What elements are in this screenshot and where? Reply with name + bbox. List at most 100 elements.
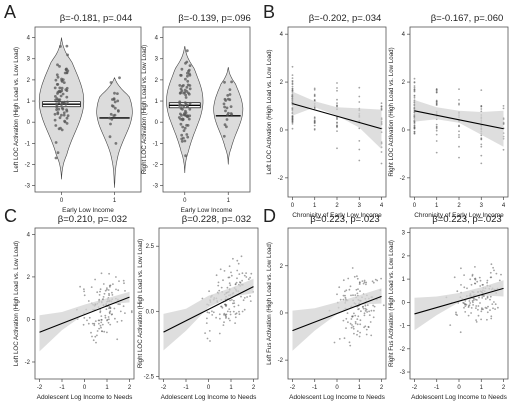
y-axis-label: Left LOC Activation (High Load vs. Low L… bbox=[13, 47, 20, 172]
data-point bbox=[116, 92, 119, 95]
data-point bbox=[178, 101, 182, 105]
data-point bbox=[435, 127, 438, 130]
data-point bbox=[366, 311, 368, 313]
data-point bbox=[374, 278, 377, 281]
data-point bbox=[355, 288, 358, 291]
fit-line bbox=[414, 287, 504, 315]
data-point bbox=[106, 331, 108, 334]
data-point bbox=[345, 289, 348, 292]
data-point bbox=[119, 303, 121, 306]
violin-body bbox=[96, 77, 133, 188]
data-point bbox=[184, 77, 187, 81]
data-point bbox=[66, 53, 69, 57]
data-point bbox=[247, 278, 250, 281]
data-point bbox=[208, 330, 211, 332]
data-point bbox=[114, 142, 118, 145]
data-point bbox=[107, 289, 110, 291]
data-point bbox=[357, 288, 359, 290]
data-point bbox=[113, 100, 117, 104]
data-point bbox=[215, 274, 218, 277]
panel-letter-d: D bbox=[263, 206, 276, 226]
data-point bbox=[111, 313, 113, 315]
data-point bbox=[217, 284, 220, 287]
data-point bbox=[98, 327, 100, 330]
data-point bbox=[468, 304, 471, 306]
x-tick-label: 0 bbox=[291, 203, 295, 209]
data-point bbox=[110, 117, 114, 121]
data-point bbox=[109, 284, 112, 287]
data-point bbox=[94, 320, 97, 322]
data-point bbox=[93, 324, 96, 327]
fit-line bbox=[163, 286, 254, 333]
data-point bbox=[219, 268, 222, 271]
data-point bbox=[222, 324, 225, 326]
data-point bbox=[413, 132, 416, 135]
data-point bbox=[372, 304, 374, 307]
x-axis-label: Adolescent Log Income to Needs bbox=[411, 394, 508, 401]
data-point bbox=[361, 280, 364, 282]
data-point bbox=[373, 309, 375, 312]
data-point bbox=[66, 100, 69, 104]
data-point bbox=[241, 279, 244, 282]
data-point bbox=[58, 116, 62, 120]
data-point bbox=[313, 99, 316, 101]
x-axis-label: Early Low Income bbox=[62, 207, 114, 214]
data-point bbox=[486, 311, 489, 314]
data-point bbox=[177, 116, 181, 119]
data-point bbox=[344, 294, 346, 297]
data-point bbox=[482, 308, 484, 311]
data-point bbox=[96, 330, 99, 332]
data-point bbox=[474, 298, 477, 301]
y-tick-label: -3 bbox=[25, 184, 31, 190]
data-point bbox=[98, 319, 101, 322]
data-point bbox=[348, 288, 351, 291]
x-axis-label: Adolescent Log Income to Needs bbox=[161, 394, 258, 401]
data-point bbox=[464, 311, 467, 313]
data-point bbox=[352, 325, 355, 328]
data-point bbox=[229, 112, 233, 115]
data-point bbox=[245, 272, 248, 274]
data-point bbox=[356, 333, 358, 336]
data-point bbox=[313, 124, 316, 127]
x-tick-label: 4 bbox=[380, 203, 384, 209]
data-point bbox=[336, 102, 338, 104]
data-point bbox=[228, 93, 232, 96]
data-point bbox=[105, 308, 108, 311]
y-axis-label: Left Fus Activation (High Load vs. Low L… bbox=[266, 242, 273, 365]
data-point bbox=[186, 74, 189, 78]
x-tick-label: 3 bbox=[358, 203, 362, 209]
panel-letter-c: C bbox=[4, 206, 17, 226]
data-point bbox=[474, 278, 477, 281]
data-point bbox=[413, 96, 416, 99]
panel-letters: A B C D bbox=[4, 2, 276, 226]
data-point bbox=[60, 80, 64, 83]
data-point bbox=[435, 140, 438, 142]
data-point bbox=[458, 103, 460, 106]
y-tick-label: -2.5 bbox=[144, 374, 155, 380]
data-point bbox=[56, 111, 60, 114]
data-point bbox=[489, 295, 492, 298]
data-point bbox=[111, 294, 114, 296]
data-point bbox=[186, 124, 190, 127]
data-point bbox=[475, 305, 478, 307]
data-point bbox=[480, 134, 483, 137]
data-point bbox=[109, 307, 112, 310]
data-point bbox=[65, 116, 69, 120]
data-point bbox=[349, 285, 352, 288]
y-axis-label: Right LOC Activation (High Load vs. Low … bbox=[137, 239, 144, 368]
y-tick-label: 4 bbox=[155, 36, 159, 42]
data-point bbox=[486, 281, 488, 284]
data-point bbox=[122, 305, 125, 308]
data-point bbox=[55, 108, 58, 111]
data-point bbox=[460, 267, 462, 270]
data-point bbox=[108, 292, 110, 295]
data-point bbox=[356, 292, 359, 295]
data-point bbox=[88, 316, 91, 319]
confidence-band bbox=[414, 100, 504, 147]
confidence-band bbox=[39, 291, 130, 352]
data-point bbox=[220, 305, 223, 308]
data-point bbox=[230, 271, 232, 274]
data-point bbox=[63, 120, 67, 124]
x-tick-label: 2 bbox=[252, 385, 256, 391]
data-point bbox=[249, 300, 252, 302]
